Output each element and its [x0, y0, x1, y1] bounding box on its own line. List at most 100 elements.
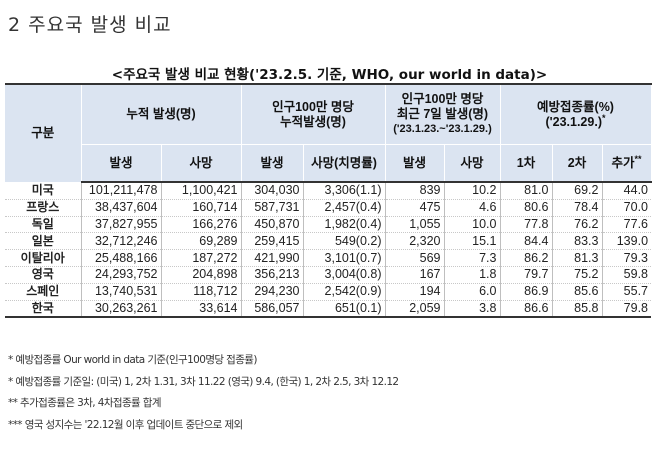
- pm-deaths-cell: 3,004(0.8): [302, 266, 385, 284]
- table-row: 영국 24,293,752 204,898 356,213 3,004(0.8)…: [5, 266, 652, 284]
- table-row: 일본 32,712,246 69,289 259,415 549(0.2) 2,…: [5, 232, 652, 251]
- recent-cases-cell: 569: [384, 249, 444, 267]
- subheader-dose2: 2차: [551, 144, 603, 183]
- recent-cases-cell: 194: [384, 283, 444, 301]
- country-cell: 이탈리아: [5, 249, 81, 267]
- footnotes: * 예방접종률 Our world in data 기준(인구100명당 접종률…: [8, 352, 399, 438]
- recent-cases-cell: 167: [384, 266, 444, 284]
- deaths-cell: 69,289: [160, 232, 241, 251]
- header-per-million-line1: 인구100만 명당: [272, 99, 354, 114]
- subheader-recent-cases: 발생: [384, 144, 445, 183]
- dose2-cell: 83.3: [551, 232, 602, 251]
- pm-deaths-cell: 2,542(0.9): [302, 283, 385, 301]
- subheader-booster: 추가**: [601, 144, 652, 183]
- dose1-cell: 77.8: [499, 216, 552, 234]
- header-cumulative: 누적 발생(명): [80, 83, 242, 145]
- dose2-cell: 75.2: [551, 266, 602, 284]
- pm-cases-cell: 294,230: [240, 283, 303, 301]
- pm-cases-cell: 259,415: [240, 232, 303, 251]
- dose1-cell: 80.6: [499, 199, 552, 217]
- header-vacc-line2: ('23.1.29.): [545, 114, 602, 129]
- recent-deaths-cell: 7.3: [443, 249, 500, 267]
- dose1-cell: 86.2: [499, 249, 552, 267]
- dose2-cell: 85.8: [551, 300, 602, 319]
- table-row: 한국 30,263,261 33,614 586,057 651(0.1) 2,…: [5, 300, 652, 319]
- subheader-dose1: 1차: [499, 144, 553, 183]
- header-recent-line1: 인구100만 명당: [401, 92, 484, 106]
- header-recent-line3: ('23.1.23.~'23.1.29.): [393, 123, 492, 135]
- booster-cell: 70.0: [601, 199, 652, 217]
- header-vacc-line1: 예방접종률(%): [537, 99, 614, 114]
- pm-cases-cell: 421,990: [240, 249, 303, 267]
- deaths-cell: 187,272: [160, 249, 241, 267]
- recent-cases-cell: 2,320: [384, 232, 444, 251]
- subheader-deaths: 사망: [160, 144, 242, 183]
- deaths-cell: 160,714: [160, 199, 241, 217]
- table-row: 독일 37,827,955 166,276 450,870 1,982(0.4)…: [5, 216, 652, 234]
- booster-footnote-mark: **: [634, 153, 642, 164]
- recent-deaths-cell: 1.8: [443, 266, 500, 284]
- recent-deaths-cell: 3.8: [443, 300, 500, 319]
- country-cell: 독일: [5, 216, 81, 234]
- footnote-3: ** 추가접종률은 3차, 4차접종률 합계: [8, 397, 162, 409]
- cases-cell: 25,488,166: [80, 249, 161, 267]
- comparison-table: 구분 누적 발생(명) 인구100만 명당 누적발생(명) 인구100만 명당 …: [5, 83, 652, 319]
- table-caption: <주요국 발생 비교 현황('23.2.5. 기준, WHO, our worl…: [111, 67, 548, 83]
- table-row: 프랑스 38,437,604 160,714 587,731 2,457(0.4…: [5, 199, 652, 217]
- cases-cell: 32,712,246: [80, 232, 161, 251]
- pm-deaths-cell: 549(0.2): [302, 232, 385, 251]
- country-cell: 스페인: [5, 283, 81, 301]
- dose2-cell: 76.2: [551, 216, 602, 234]
- recent-deaths-cell: 6.0: [443, 283, 500, 301]
- table-row: 이탈리아 25,488,166 187,272 421,990 3,101(0.…: [5, 249, 652, 267]
- deaths-cell: 118,712: [160, 283, 241, 301]
- country-cell: 미국: [5, 182, 81, 200]
- pm-cases-cell: 586,057: [240, 300, 303, 319]
- header-per-million-line2: 누적발생(명): [280, 114, 346, 129]
- deaths-cell: 1,100,421: [160, 182, 241, 200]
- header-recent-7days: 인구100만 명당 최근 7일 발생(명) ('23.1.23.~'23.1.2…: [384, 83, 501, 145]
- cases-cell: 37,827,955: [80, 216, 161, 234]
- booster-cell: 79.3: [601, 249, 652, 267]
- pm-deaths-cell: 2,457(0.4): [302, 199, 385, 217]
- country-cell: 영국: [5, 266, 81, 284]
- subheader-pm-cases: 발생: [240, 144, 304, 183]
- recent-deaths-cell: 10.0: [443, 216, 500, 234]
- deaths-cell: 166,276: [160, 216, 241, 234]
- header-recent-line2: 최근 7일 발생(명): [396, 107, 489, 121]
- dose2-cell: 85.6: [551, 283, 602, 301]
- header-vacc-line2-wrap: ('23.1.29.)*: [503, 112, 649, 130]
- dose1-cell: 81.0: [499, 182, 552, 200]
- recent-deaths-cell: 10.2: [443, 182, 500, 200]
- footnote-4: *** 영국 성지수는 '22.12월 이후 업데이트 중단으로 제외: [8, 418, 243, 431]
- booster-cell: 55.7: [601, 283, 652, 301]
- subheader-pm-deaths: 사망(치명률): [302, 144, 386, 183]
- vacc-footnote-mark: *: [601, 112, 606, 123]
- pm-deaths-cell: 651(0.1): [302, 300, 385, 319]
- pm-deaths-cell: 1,982(0.4): [302, 216, 385, 234]
- recent-cases-cell: 2,059: [384, 300, 444, 319]
- dose2-cell: 81.3: [551, 249, 602, 267]
- pm-deaths-cell: 3,101(0.7): [302, 249, 385, 267]
- dose1-cell: 86.6: [499, 300, 552, 319]
- deaths-cell: 204,898: [160, 266, 241, 284]
- dose2-cell: 69.2: [551, 182, 602, 200]
- recent-cases-cell: 839: [384, 182, 444, 200]
- footnote-1: * 예방접종률 Our world in data 기준(인구100명당 접종률…: [8, 354, 257, 366]
- booster-cell: 59.8: [601, 266, 652, 284]
- table-row: 스페인 13,740,531 118,712 294,230 2,542(0.9…: [5, 283, 652, 301]
- recent-cases-cell: 475: [384, 199, 444, 217]
- cases-cell: 38,437,604: [80, 199, 161, 217]
- pm-cases-cell: 587,731: [240, 199, 303, 217]
- recent-deaths-cell: 4.6: [443, 199, 500, 217]
- recent-deaths-cell: 15.1: [443, 232, 500, 251]
- table-row: 미국 101,211,478 1,100,421 304,030 3,306(1…: [5, 182, 652, 200]
- country-cell: 일본: [5, 232, 81, 251]
- dose1-cell: 79.7: [499, 266, 552, 284]
- subheader-recent-deaths: 사망: [443, 144, 501, 183]
- subheader-cases: 발생: [80, 144, 162, 183]
- pm-deaths-cell: 3,306(1.1): [302, 182, 385, 200]
- pm-cases-cell: 356,213: [240, 266, 303, 284]
- recent-cases-cell: 1,055: [384, 216, 444, 234]
- header-category: 구분: [5, 83, 82, 183]
